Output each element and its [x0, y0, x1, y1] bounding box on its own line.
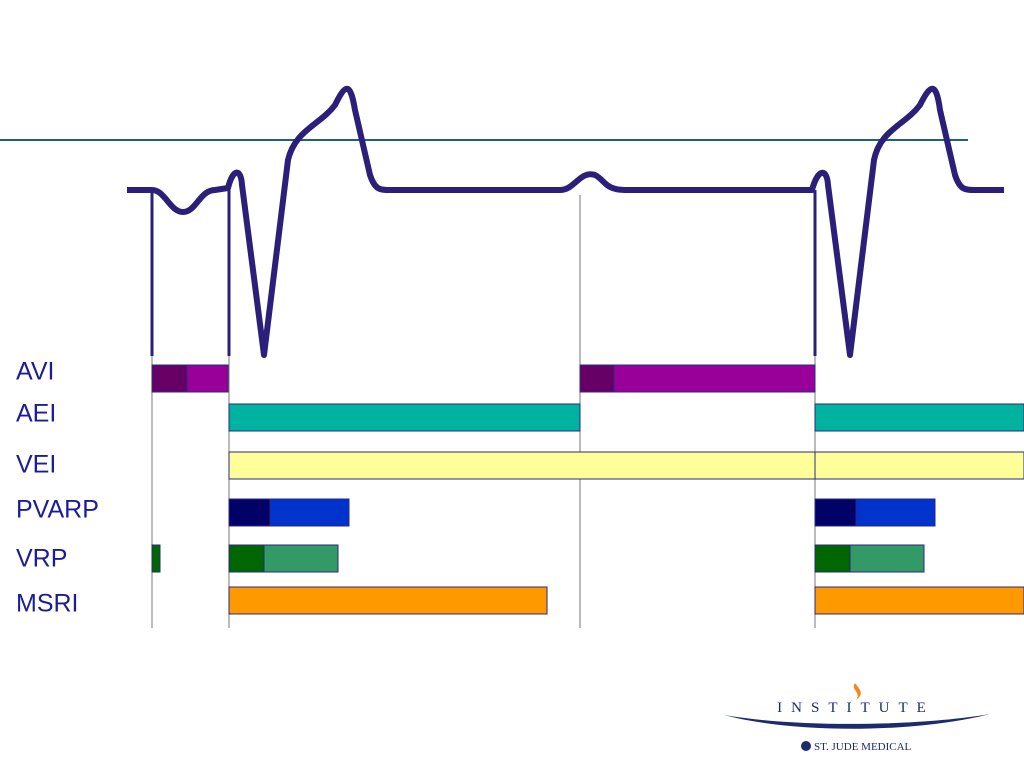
- msri-bar: [814, 586, 1024, 615]
- aei-bar: [814, 403, 1024, 432]
- logo: INSTITUTE ST. JUDE MEDICAL: [724, 683, 990, 753]
- ecg-trace: [127, 85, 1004, 358]
- vei-bar: [814, 451, 1024, 480]
- pvarp-bar: [855, 498, 936, 527]
- avi-bar: [186, 364, 229, 393]
- logo-flame: [853, 683, 861, 700]
- row-label: PVARP: [16, 496, 99, 524]
- vrp-bar: [151, 544, 161, 573]
- msri-bar: [228, 586, 548, 615]
- row-labels: AVI AEI VEI PVARP VRP MSRI: [16, 358, 99, 618]
- logo-title: INSTITUTE: [777, 700, 935, 716]
- vei-bar: [228, 451, 816, 480]
- logo-swoosh: [724, 714, 990, 729]
- bars: [151, 364, 1024, 615]
- row-label: AVI: [16, 358, 54, 386]
- vrp-bar: [814, 544, 851, 573]
- vrp-bar: [228, 544, 265, 573]
- vrp-bar: [849, 544, 925, 573]
- pvarp-bar: [228, 498, 271, 527]
- row-label: VRP: [16, 545, 67, 573]
- row-label: VEI: [16, 451, 56, 479]
- logo-emblem: [801, 741, 811, 751]
- row-label: MSRI: [16, 590, 79, 618]
- row-label: AEI: [16, 400, 56, 428]
- pvarp-bar: [814, 498, 857, 527]
- aei-bar: [228, 403, 581, 432]
- vrp-bar: [263, 544, 339, 573]
- avi-bar: [613, 364, 816, 393]
- logo-company: ST. JUDE MEDICAL: [814, 741, 912, 753]
- avi-bar: [579, 364, 615, 393]
- pvarp-bar: [269, 498, 350, 527]
- avi-bar: [151, 364, 188, 393]
